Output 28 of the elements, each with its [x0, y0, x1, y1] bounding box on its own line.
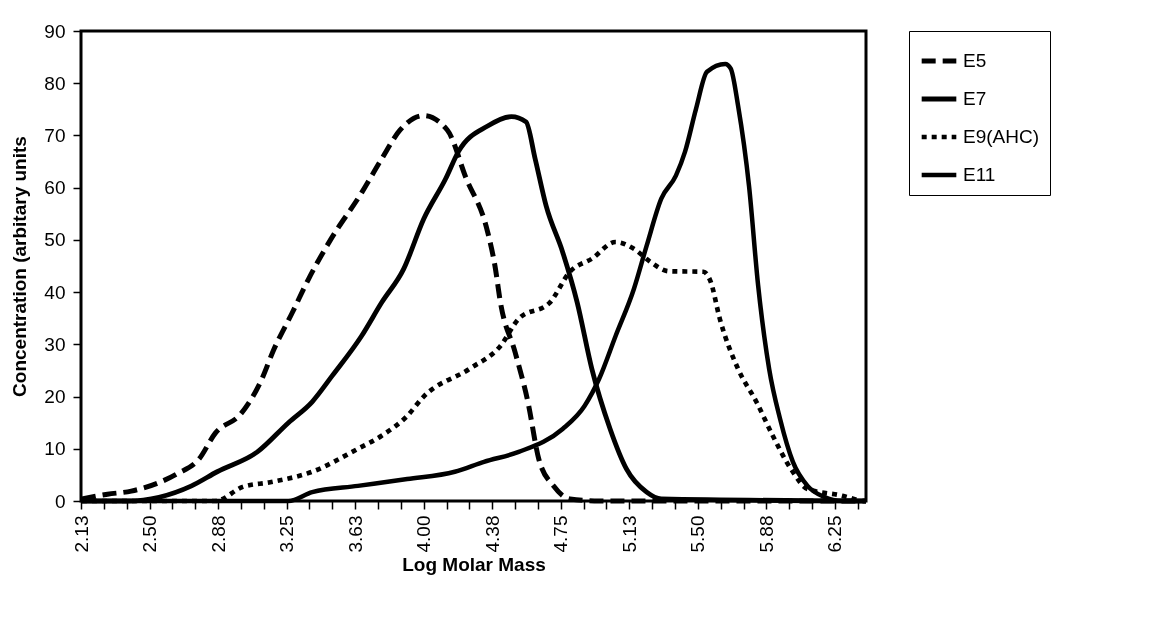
x-tick-label: 3.25: [276, 515, 298, 553]
y-tick-label: 10: [44, 438, 66, 460]
y-tick-label: 90: [44, 20, 66, 42]
x-tick-label: 2.88: [207, 515, 229, 553]
legend-label: E11: [963, 164, 996, 185]
x-axis-title: Log Molar Mass: [402, 554, 546, 576]
x-tick-label: 5.13: [618, 515, 640, 553]
x-tick-label: 6.25: [824, 515, 846, 553]
x-tick-label: 5.50: [687, 515, 709, 553]
x-tick-label: 5.88: [755, 515, 777, 553]
x-tick-label: 4.75: [550, 515, 572, 553]
x-tick-label: 4.00: [413, 515, 435, 553]
y-tick-label: 0: [54, 490, 66, 512]
y-tick-label: 70: [44, 124, 66, 146]
y-axis-title: Concentration (arbitary units: [9, 136, 31, 397]
y-tick-label: 80: [44, 72, 66, 94]
legend-label: E5: [963, 50, 987, 71]
y-tick-label: 40: [44, 281, 66, 303]
x-tick-label: 2.50: [139, 515, 161, 553]
x-tick-label: 2.13: [70, 515, 92, 553]
y-tick-label: 50: [44, 229, 66, 251]
x-tick-label: 3.63: [344, 515, 366, 553]
x-tick-label: 4.38: [481, 515, 503, 553]
legend-label: E9(AHC): [963, 126, 1040, 147]
y-tick-label: 60: [44, 177, 66, 199]
y-tick-label: 30: [44, 333, 66, 355]
y-tick-label: 20: [44, 386, 66, 408]
legend-label: E7: [963, 88, 987, 109]
